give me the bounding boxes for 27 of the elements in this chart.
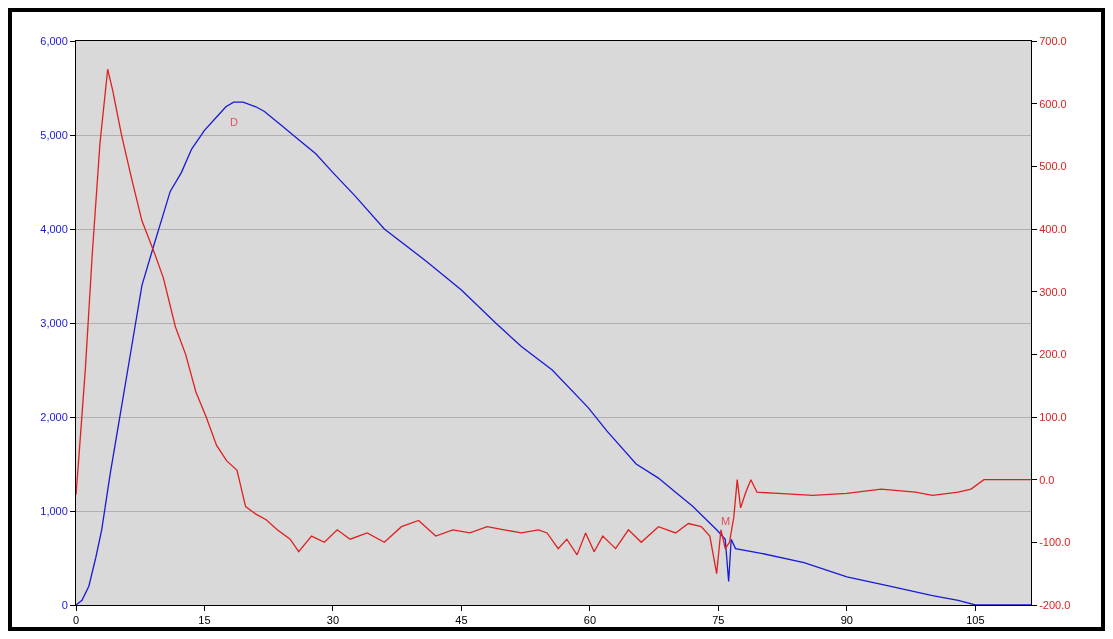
x-tick-label: 90 — [840, 614, 853, 627]
annotation: D — [230, 116, 238, 128]
y2-tick-label: -200.0 — [1039, 598, 1071, 611]
y-tick-label: 3,000 — [40, 316, 68, 329]
x-tick-label: 45 — [455, 614, 468, 627]
x-tick-label: 15 — [198, 614, 211, 627]
y2-tick-label: 400.0 — [1039, 222, 1067, 235]
y-tick-label: 4,000 — [40, 222, 68, 235]
y2-tick-label: -100.0 — [1039, 536, 1071, 549]
y2-tick-label: 600.0 — [1039, 97, 1067, 110]
y-tick-label: 2,000 — [40, 410, 68, 423]
y2-tick-label: 500.0 — [1039, 160, 1067, 173]
y2-tick-label: 300.0 — [1039, 285, 1067, 298]
y2-tick-label: 200.0 — [1039, 348, 1067, 361]
x-tick-label: 75 — [712, 614, 725, 627]
x-tick-label: 60 — [583, 614, 597, 627]
x-tick-label: 30 — [326, 614, 340, 627]
y-tick-label: 1,000 — [40, 504, 68, 517]
y2-tick-label: 700.0 — [1039, 34, 1067, 47]
y2-tick-label: 0.0 — [1039, 473, 1055, 486]
y2-tick-label: 100.0 — [1039, 410, 1067, 423]
y-tick-label: 5,000 — [40, 128, 68, 141]
x-tick-label: 105 — [966, 614, 985, 627]
y-tick-label: 0 — [61, 598, 68, 611]
y-tick-label: 6,000 — [40, 34, 68, 47]
x-tick-label: 0 — [72, 614, 80, 627]
annotation: M — [721, 515, 731, 527]
